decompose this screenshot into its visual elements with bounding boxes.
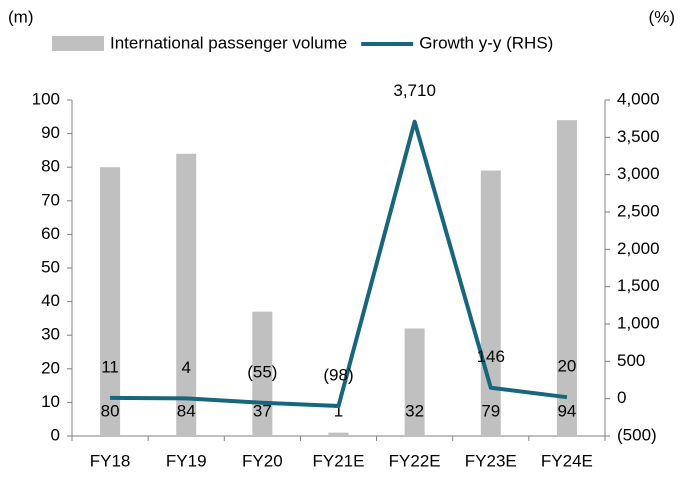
- y2-tick-label: 2,000: [617, 239, 660, 258]
- line-value-label: 146: [477, 347, 505, 366]
- y-tick-label: 100: [32, 89, 60, 108]
- bar-value-label: 79: [481, 401, 500, 420]
- growth-line: [110, 119, 568, 408]
- y-tick-label: 20: [41, 358, 60, 377]
- x-tick-label: FY21E: [313, 451, 365, 470]
- y-tick-label: 80: [41, 157, 60, 176]
- x-tick-label: FY20: [242, 451, 283, 470]
- bar-value-label: 32: [405, 401, 424, 420]
- bar: [176, 153, 197, 436]
- line-value-label: (98): [323, 365, 353, 384]
- line-value-label: 20: [557, 357, 576, 376]
- y2-tick-label: 1,000: [617, 313, 660, 332]
- bar: [480, 170, 501, 436]
- bar-value-label: 80: [101, 401, 120, 420]
- y-tick-label: 70: [41, 190, 60, 209]
- legend-swatch: [52, 36, 104, 51]
- y-tick-label: 10: [41, 392, 60, 411]
- y2-tick-label: 3,500: [617, 127, 660, 146]
- bar-value-label: 94: [557, 401, 576, 420]
- y2-tick-label: 3,000: [617, 164, 660, 183]
- y2-tick-label: (500): [617, 425, 657, 444]
- line-value-label: (55): [247, 362, 277, 381]
- line-value-label: 4: [181, 358, 190, 377]
- bar-value-label: 37: [253, 401, 272, 420]
- x-tick-label: FY23E: [465, 451, 517, 470]
- y2-tick-label: 4,000: [617, 89, 660, 108]
- bar-value-label: 1: [334, 401, 343, 420]
- y-tick-label: 60: [41, 224, 60, 243]
- x-tick-label: FY22E: [389, 451, 441, 470]
- y2-axis-unit: (%): [649, 7, 675, 26]
- y2-tick-label: 0: [617, 388, 626, 407]
- bar: [556, 120, 577, 436]
- y-tick-label: 40: [41, 291, 60, 310]
- bar: [328, 432, 349, 436]
- line-value-label: 3,710: [393, 81, 436, 100]
- y2-tick-label: 2,500: [617, 201, 660, 220]
- y2-tick-label: 500: [617, 351, 645, 370]
- legend-label: International passenger volume: [110, 33, 347, 52]
- y-tick-label: 0: [51, 425, 60, 444]
- x-tick-label: FY18: [90, 451, 131, 470]
- y-tick-label: 30: [41, 325, 60, 344]
- x-tick-label: FY24E: [541, 451, 593, 470]
- y-tick-label: 50: [41, 257, 60, 276]
- y-axis-unit: (m): [8, 7, 33, 26]
- legend-label: Growth y-y (RHS): [419, 33, 553, 52]
- y-tick-label: 90: [41, 123, 60, 142]
- y2-tick-label: 1,500: [617, 276, 660, 295]
- x-tick-label: FY19: [166, 451, 207, 470]
- bar: [404, 328, 425, 436]
- line-value-label: 11: [101, 357, 119, 376]
- bar-value-label: 84: [177, 401, 196, 420]
- bar: [100, 167, 121, 436]
